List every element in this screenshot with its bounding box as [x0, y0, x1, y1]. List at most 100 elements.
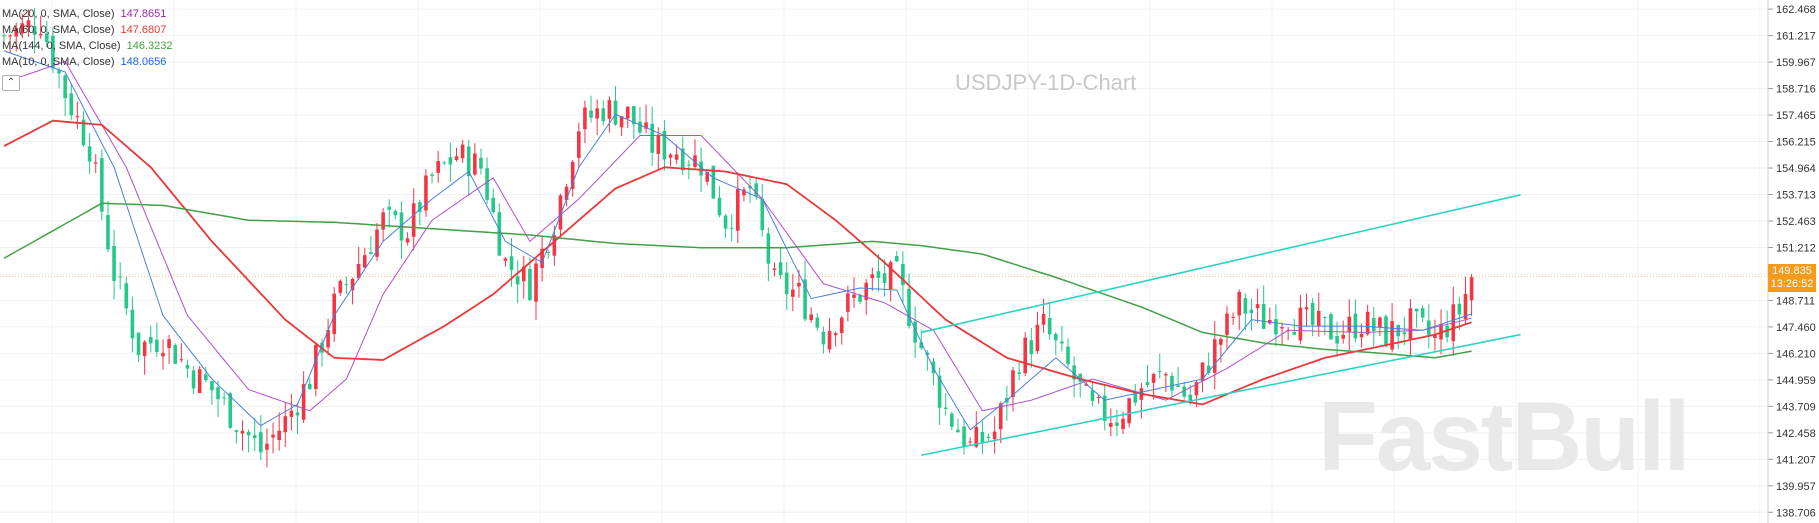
candle-body — [540, 248, 544, 268]
candle-body — [882, 273, 887, 284]
candle-body — [894, 256, 899, 262]
candle-body — [778, 262, 783, 276]
current-price-tag: 149.835 13:26:52 — [1768, 263, 1816, 292]
candle-body — [283, 416, 288, 433]
candle-body — [680, 148, 685, 171]
candle-body — [564, 186, 569, 200]
candle-body — [1445, 325, 1449, 338]
candle-body — [375, 229, 379, 257]
candle-body — [1145, 382, 1150, 386]
y-tick-label: 157.465 — [1776, 110, 1816, 122]
legend-row-ma60[interactable]: MA(60, 0, SMA, Close) 147.6807 — [2, 22, 172, 38]
legend-label: MA(20, 0, SMA, Close) — [2, 8, 115, 20]
legend-label: MA(10, 0, SMA, Close) — [2, 56, 115, 68]
ma-line-10 — [3, 50, 1472, 431]
candle-body — [974, 427, 979, 447]
candle-body — [1255, 304, 1260, 309]
candle-body — [1365, 311, 1370, 335]
candle-body — [791, 289, 795, 297]
candle-body — [1041, 314, 1046, 325]
candle-body — [998, 403, 1003, 430]
candle-body — [625, 106, 630, 119]
candle-body — [75, 116, 80, 118]
candle-body — [864, 282, 869, 300]
y-tick-label: 161.217 — [1776, 31, 1816, 43]
candle-body — [1341, 334, 1345, 339]
candle-body — [387, 206, 392, 210]
legend-row-ma144[interactable]: MA(144, 0, SMA, Close) 146.3232 — [2, 38, 172, 54]
candle-body — [1390, 321, 1394, 350]
candle-body — [289, 410, 294, 417]
candle-body — [962, 426, 966, 448]
candle-body — [1408, 308, 1413, 340]
candle-body — [1066, 346, 1070, 365]
candle-body — [656, 134, 661, 154]
candle-body — [601, 108, 606, 122]
y-tick-label: 152.463 — [1776, 216, 1816, 228]
candle-body — [577, 131, 581, 158]
candle-body — [521, 266, 526, 282]
candle-body — [839, 317, 844, 334]
candle-body — [460, 144, 465, 159]
legend-row-ma10[interactable]: MA(10, 0, SMA, Close) 148.0656 — [2, 54, 172, 70]
candle-body — [265, 443, 269, 450]
legend-value: 147.6807 — [120, 24, 167, 36]
chevron-up-icon[interactable]: ⌃ — [2, 75, 20, 91]
candle-body — [277, 430, 281, 441]
candle-body — [454, 156, 459, 160]
candle-body — [846, 293, 850, 312]
candle-body — [833, 333, 838, 336]
candle-body — [1072, 365, 1076, 380]
candle-body — [1029, 340, 1034, 355]
candle-body — [760, 199, 765, 231]
candle-body — [26, 20, 31, 28]
candle-body — [2, 35, 6, 37]
candle-body — [350, 278, 355, 291]
y-tick-label: 158.716 — [1776, 84, 1816, 96]
candle-body — [1280, 327, 1284, 329]
candle-body — [827, 330, 832, 350]
candle-body — [992, 431, 997, 440]
candle-body — [381, 212, 385, 230]
candle-body — [393, 210, 398, 216]
candle-body — [1170, 375, 1174, 391]
candle-body — [876, 271, 881, 278]
candle-body — [69, 93, 74, 116]
candle-body — [185, 364, 190, 369]
legend-row-ma20[interactable]: MA(20, 0, SMA, Close) 147.8651 — [2, 6, 172, 22]
candle-body — [650, 123, 654, 153]
candle-body — [81, 119, 86, 146]
candle-body — [1225, 313, 1229, 335]
candle-body — [369, 252, 373, 255]
candle-body — [356, 264, 361, 279]
candle-body — [662, 130, 667, 160]
candle-body — [742, 189, 746, 196]
candle-body — [919, 342, 924, 349]
candle-body — [956, 429, 960, 433]
candle-body — [63, 75, 67, 99]
candle-body — [937, 375, 942, 408]
candle-body — [1090, 390, 1095, 401]
candle-body — [142, 341, 147, 356]
candle-body — [1298, 307, 1303, 341]
candle-body — [748, 186, 752, 189]
candle-body — [607, 100, 612, 119]
candle-body — [1053, 333, 1058, 341]
candle-body — [1023, 337, 1028, 374]
y-tick-label: 148.711 — [1776, 295, 1815, 307]
legend-label: MA(144, 0, SMA, Close) — [2, 40, 121, 52]
bar-countdown: 13:26:52 — [1770, 277, 1814, 290]
y-tick-label: 156.215 — [1776, 137, 1816, 149]
candle-body — [344, 284, 349, 286]
candle-body — [815, 317, 820, 328]
candle-body — [491, 197, 495, 212]
candle-body — [100, 158, 104, 212]
candle-body — [619, 116, 624, 128]
candle-body — [1151, 374, 1156, 383]
candle-body — [1463, 293, 1468, 320]
candle-body — [1261, 304, 1266, 329]
y-tick-label: 147.460 — [1776, 322, 1816, 334]
y-tick-label: 162.468 — [1776, 4, 1816, 16]
